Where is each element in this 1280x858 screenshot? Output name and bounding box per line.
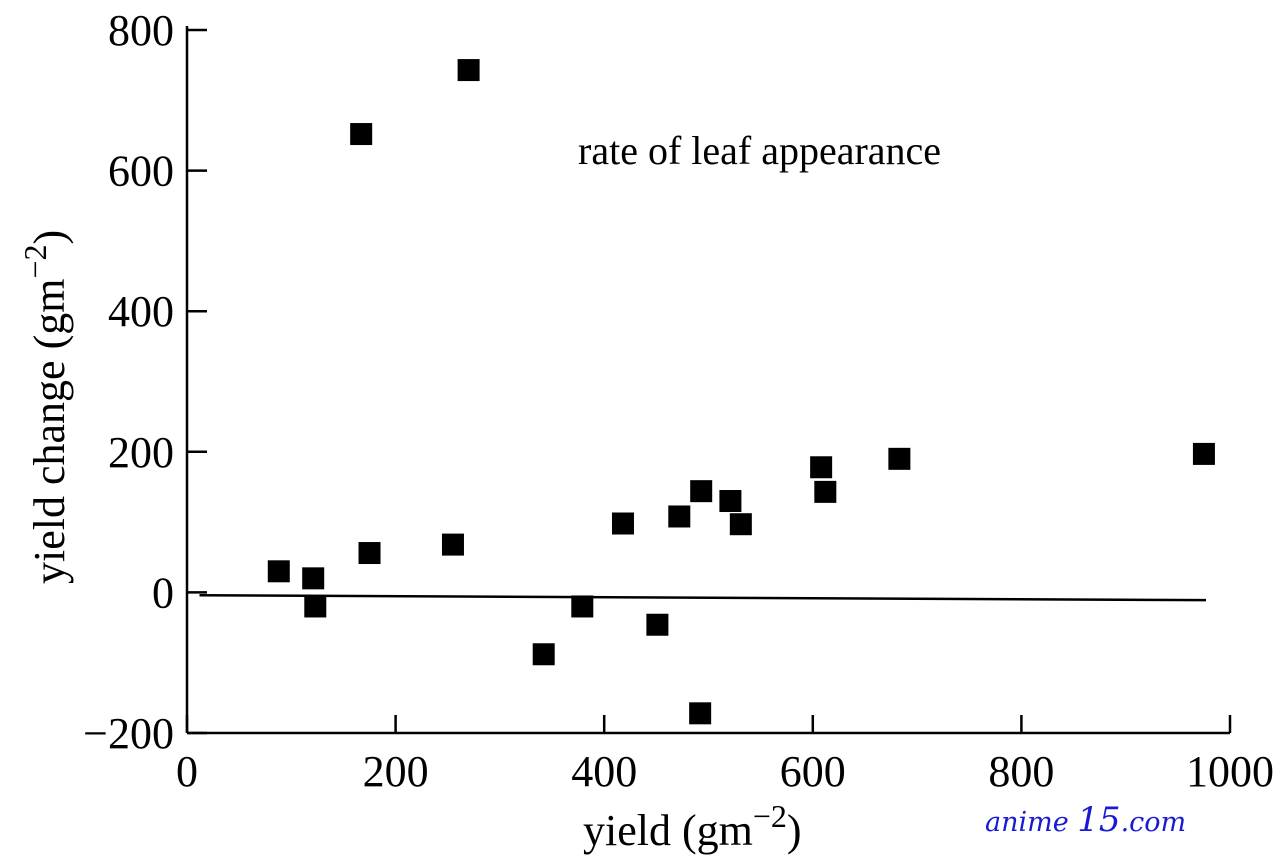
- chart-annotation: rate of leaf appearance: [578, 128, 941, 173]
- y-tick-label: 800: [108, 6, 174, 55]
- x-axis-title: yield (gm−2): [583, 798, 802, 855]
- data-point: [304, 595, 327, 618]
- x-tick-label: 600: [780, 747, 846, 796]
- y-axis-title-close: ): [25, 230, 74, 245]
- data-point: [689, 702, 712, 725]
- watermark-text-c: .com: [1120, 807, 1187, 838]
- x-axis-title-close: ): [787, 806, 802, 855]
- data-point: [457, 59, 480, 82]
- data-point: [814, 480, 837, 503]
- watermark-logo: anime 15.com: [985, 800, 1186, 840]
- watermark-text-a: anime: [985, 807, 1078, 838]
- y-axis-title-superscript: −2: [17, 245, 53, 279]
- y-tick-label: 600: [108, 147, 174, 196]
- x-tick-label: 0: [176, 747, 198, 796]
- data-point: [571, 595, 594, 618]
- data-point: [1192, 442, 1215, 465]
- x-tick-label: 1000: [1186, 747, 1274, 796]
- data-point: [729, 513, 752, 536]
- data-point: [810, 456, 833, 479]
- trend-line: [199, 593, 1207, 602]
- data-points: [267, 59, 1215, 725]
- y-axis-title: yield change (gm−2): [17, 230, 74, 584]
- data-point: [611, 512, 634, 535]
- data-point: [646, 613, 669, 636]
- x-axis-title-text: yield (gm: [583, 806, 753, 855]
- x-axis-title-superscript: −2: [753, 798, 787, 834]
- y-tick-label: 200: [108, 428, 174, 477]
- x-tick-label: 400: [571, 747, 637, 796]
- data-point: [441, 533, 464, 556]
- y-axis-title-text: yield change (gm: [25, 279, 74, 584]
- x-tick-label: 200: [363, 747, 429, 796]
- x-tick-label: 800: [988, 747, 1054, 796]
- data-point: [690, 480, 713, 503]
- data-point: [302, 567, 325, 590]
- watermark-text-b: 15: [1077, 800, 1121, 840]
- data-point: [888, 447, 911, 470]
- y-tick-label: 400: [108, 287, 174, 336]
- y-tick-label: −200: [83, 709, 174, 758]
- trend-line-group: [199, 593, 1207, 602]
- data-point: [350, 123, 373, 146]
- y-tick-label: 0: [152, 568, 174, 617]
- data-point: [668, 505, 691, 528]
- data-point: [267, 560, 290, 583]
- data-point: [532, 643, 555, 666]
- data-point: [719, 490, 742, 513]
- data-point: [358, 542, 381, 565]
- axes: [185, 26, 1230, 735]
